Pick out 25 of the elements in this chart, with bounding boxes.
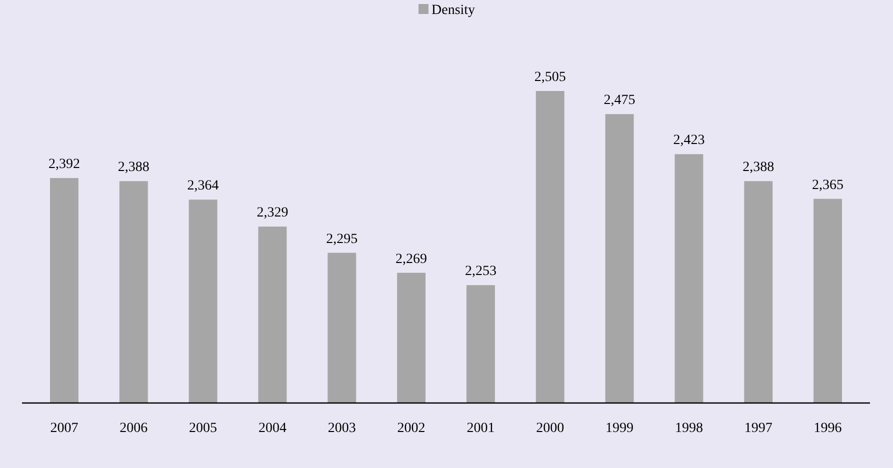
data-label: 2,505 [534,70,566,85]
x-tick-label: 2003 [328,421,356,436]
data-label: 2,392 [48,157,80,172]
data-label: 2,329 [256,206,288,221]
legend-label: Density [432,3,476,18]
data-label: 2,269 [396,252,428,267]
data-label: 2,475 [604,93,636,108]
data-label: 2,365 [812,178,844,193]
x-tick-label: 2002 [397,421,426,436]
x-tick-label: 2000 [536,421,564,436]
x-tick-label: 1996 [814,421,842,436]
data-label: 2,388 [742,160,774,176]
x-tick-label: 2004 [258,421,286,436]
x-tick-label: 2007 [50,421,78,436]
x-tick-label: 2006 [120,421,148,436]
x-tick-label: 1997 [744,421,772,436]
x-tick-label: 2005 [189,421,218,436]
x-tick-label: 1999 [606,421,634,436]
data-label: 2,295 [326,232,358,247]
data-label: 2,364 [187,178,219,194]
data-label: 2,253 [464,264,496,280]
data-label: 2,423 [673,133,705,148]
data-label: 2,388 [118,160,150,176]
x-tick-label: 2001 [466,421,495,436]
x-tick-label: 1998 [674,421,703,436]
